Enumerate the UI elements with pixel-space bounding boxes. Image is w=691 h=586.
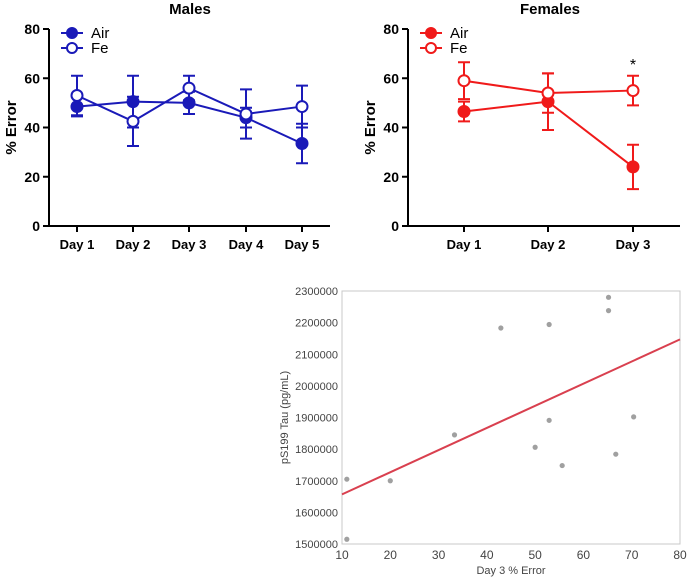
legend-marker: [66, 27, 78, 39]
x-tick-label: 30: [432, 548, 446, 562]
y-tick-label: 60: [383, 70, 399, 86]
y-axis-label: % Error: [362, 100, 379, 154]
y-tick-label: 1700000: [295, 476, 338, 488]
y-tick-label: 80: [24, 21, 40, 37]
x-tick-label: 60: [577, 548, 591, 562]
y-axis-label: pS199 Tau (pg/mL): [279, 371, 291, 464]
chart-title: Males: [169, 1, 211, 18]
scatter-point: [387, 478, 393, 484]
scatter-point: [631, 414, 637, 420]
y-axis-label: % Error: [3, 100, 20, 154]
y-tick-label: 80: [383, 21, 399, 37]
line-chart-males: Males 0 20 40 60 80 Day 1 Day 2 Day 3 Day 4 Day 5%…: [3, 1, 330, 252]
y-tick-label: 60: [24, 70, 40, 86]
legend-label: Air: [91, 25, 109, 42]
x-axis-label: Day 3 % Error: [476, 565, 545, 577]
x-tick-label: Day 3: [172, 237, 207, 252]
scatter-point: [546, 321, 552, 328]
data-point-fe: [70, 88, 84, 102]
scatter-point: [605, 294, 612, 300]
y-tick-label: 20: [24, 169, 40, 185]
x-tick-label: 50: [528, 548, 542, 562]
data-point-air: [457, 104, 471, 118]
y-tick-label: 2100000: [295, 349, 338, 361]
data-point-fe: [239, 107, 253, 121]
x-tick-label: Day 1: [447, 237, 482, 252]
legend-marker: [66, 42, 78, 54]
scatter-point: [559, 462, 565, 469]
data-point-fe: [182, 81, 196, 95]
data-point-air: [295, 137, 309, 151]
x-tick-label: Day 2: [116, 237, 151, 252]
x-tick-label: Day 4: [229, 237, 264, 252]
scatter-point: [344, 476, 350, 482]
data-point-fe: [457, 74, 471, 88]
y-tick-label: 20: [383, 169, 399, 185]
scatter-chart: 1500000 1600000 1700000 1800000 1900000 20000…: [279, 286, 687, 577]
chart-title: Females: [520, 1, 580, 18]
scatter-point: [546, 417, 552, 423]
y-tick-label: 1500000: [295, 539, 338, 551]
plot-frame: [341, 290, 681, 545]
data-point-fe: [295, 100, 309, 114]
x-tick-label: 10: [335, 548, 349, 562]
legend-marker: [425, 42, 437, 54]
x-tick-label: 70: [625, 548, 639, 562]
scatter-point: [613, 451, 619, 457]
y-tick-label: 40: [24, 120, 40, 136]
y-tick-label: 0: [32, 218, 40, 234]
data-point-fe: [626, 84, 640, 98]
legend-marker: [425, 27, 437, 39]
legend-label: Air: [450, 25, 468, 42]
y-tick-label: 1600000: [295, 507, 338, 519]
y-tick-label: 2200000: [295, 318, 338, 330]
y-tick-label: 40: [383, 120, 399, 136]
legend-label: Fe: [450, 40, 468, 57]
scatter-point: [451, 432, 458, 438]
data-point-air: [626, 160, 640, 174]
fit-line: [341, 338, 681, 496]
significance-annotation: *: [630, 57, 636, 74]
x-tick-label: 20: [384, 548, 398, 562]
y-tick-label: 1800000: [295, 444, 338, 456]
data-point-fe: [541, 86, 555, 100]
y-tick-label: 1900000: [295, 413, 338, 425]
x-tick-label: Day 3: [616, 237, 651, 252]
y-tick-label: 2000000: [295, 381, 338, 393]
scatter-point: [498, 325, 504, 331]
x-tick-label: Day 2: [531, 237, 566, 252]
scatter-point: [605, 308, 612, 314]
x-tick-label: Day 5: [285, 237, 320, 252]
y-tick-label: 2300000: [295, 286, 338, 298]
legend-label: Fe: [91, 40, 109, 57]
line-chart-females: Females 0 20 40 60 80 Day 1 Day 2 Day 3 % Error Ai…: [362, 1, 680, 252]
x-tick-label: Day 1: [60, 237, 95, 252]
data-point-fe: [126, 114, 140, 128]
scatter-point: [344, 536, 350, 542]
x-tick-label: 80: [673, 548, 687, 562]
x-tick-label: 40: [480, 548, 494, 562]
scatter-point: [532, 444, 538, 450]
y-tick-label: 0: [391, 218, 399, 234]
